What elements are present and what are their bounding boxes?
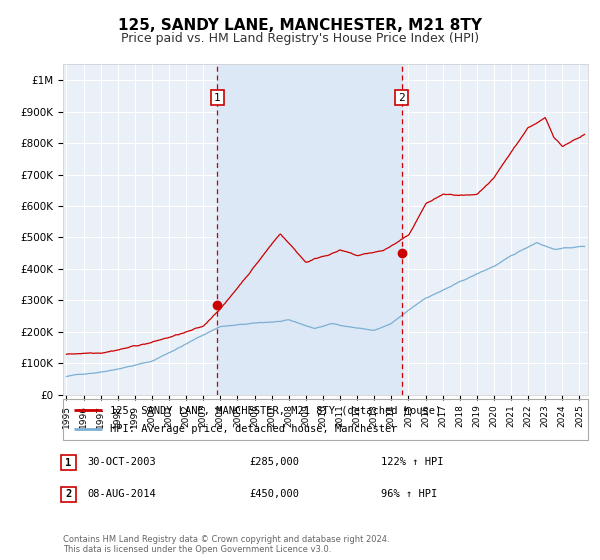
Text: 2: 2	[65, 489, 71, 500]
Text: £450,000: £450,000	[249, 489, 299, 499]
Text: 1: 1	[65, 458, 71, 468]
Text: £285,000: £285,000	[249, 457, 299, 467]
Text: 2: 2	[398, 93, 405, 102]
Text: 96% ↑ HPI: 96% ↑ HPI	[381, 489, 437, 499]
Text: Price paid vs. HM Land Registry's House Price Index (HPI): Price paid vs. HM Land Registry's House …	[121, 32, 479, 45]
Text: 30-OCT-2003: 30-OCT-2003	[87, 457, 156, 467]
Text: 1: 1	[214, 93, 221, 102]
Text: HPI: Average price, detached house, Manchester: HPI: Average price, detached house, Manc…	[110, 424, 398, 433]
Text: 125, SANDY LANE, MANCHESTER, M21 8TY: 125, SANDY LANE, MANCHESTER, M21 8TY	[118, 18, 482, 33]
Text: 122% ↑ HPI: 122% ↑ HPI	[381, 457, 443, 467]
Text: 125, SANDY LANE, MANCHESTER, M21 8TY (detached house): 125, SANDY LANE, MANCHESTER, M21 8TY (de…	[110, 405, 442, 415]
Text: Contains HM Land Registry data © Crown copyright and database right 2024.
This d: Contains HM Land Registry data © Crown c…	[63, 535, 389, 554]
Text: 08-AUG-2014: 08-AUG-2014	[87, 489, 156, 499]
Bar	[217, 64, 401, 395]
